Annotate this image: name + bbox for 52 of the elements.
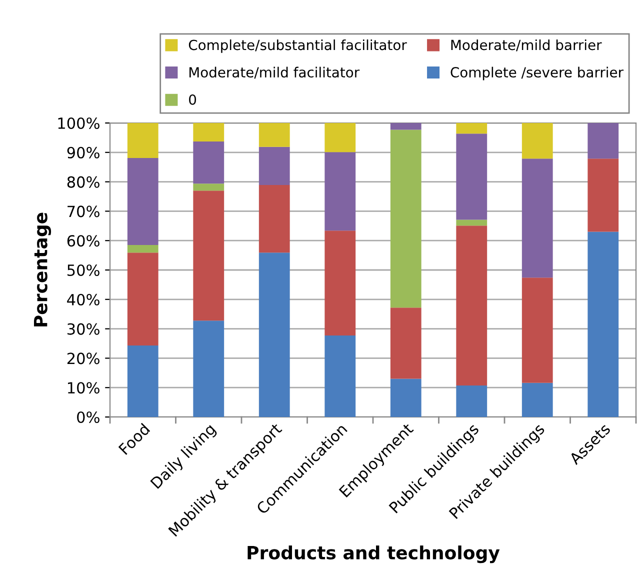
bar (522, 382, 553, 417)
bar (390, 378, 422, 417)
legend-label: 0 (189, 94, 196, 105)
bar (456, 134, 488, 220)
bar (588, 158, 619, 232)
bar (324, 336, 356, 417)
bar (258, 185, 290, 253)
bar (258, 252, 290, 417)
y-tick-label: 40% (67, 294, 100, 306)
bar (127, 346, 158, 417)
legend-label: Moderate/mild facilitator (189, 66, 360, 79)
bar (324, 123, 356, 152)
bar (456, 226, 488, 386)
bar (193, 190, 224, 321)
bar (127, 252, 158, 346)
bar (258, 146, 290, 186)
bar (127, 245, 158, 253)
legend-label: Moderate/mild barrier (451, 39, 602, 52)
y-tick-label: 90% (67, 146, 100, 158)
bar (127, 123, 158, 158)
legend-label: Complete /severe barrier (450, 66, 624, 80)
y-tick-label: 50% (68, 264, 100, 276)
bar (456, 123, 488, 134)
y-tick-label: 80% (67, 176, 100, 188)
bar (193, 123, 224, 142)
y-tick-label: 10% (68, 382, 100, 394)
bar (324, 230, 356, 336)
bar (456, 386, 488, 417)
bar (588, 123, 619, 159)
x-axis-title: Products and technology (248, 546, 500, 564)
y-tick-label: 70% (68, 206, 100, 218)
bar (193, 320, 224, 417)
y-axis-title: Percentage (34, 212, 52, 326)
bar (522, 123, 553, 159)
bar (390, 123, 422, 130)
y-tick-label: 30% (67, 323, 100, 335)
bar (258, 123, 290, 147)
legend-label: Complete/substantial facilitator (188, 39, 407, 53)
y-tick-label: 100% (58, 117, 100, 130)
bar (127, 158, 158, 246)
y-tick-label: 0% (77, 411, 100, 424)
bar (324, 152, 356, 231)
bar (522, 278, 553, 383)
bar (588, 232, 619, 417)
bar (193, 184, 224, 191)
bar (456, 220, 488, 226)
y-tick-label: 60% (67, 235, 100, 247)
bar (390, 130, 422, 308)
y-tick-label: 20% (67, 352, 100, 364)
bar (390, 308, 422, 379)
bar (193, 142, 224, 184)
bar (522, 158, 553, 278)
